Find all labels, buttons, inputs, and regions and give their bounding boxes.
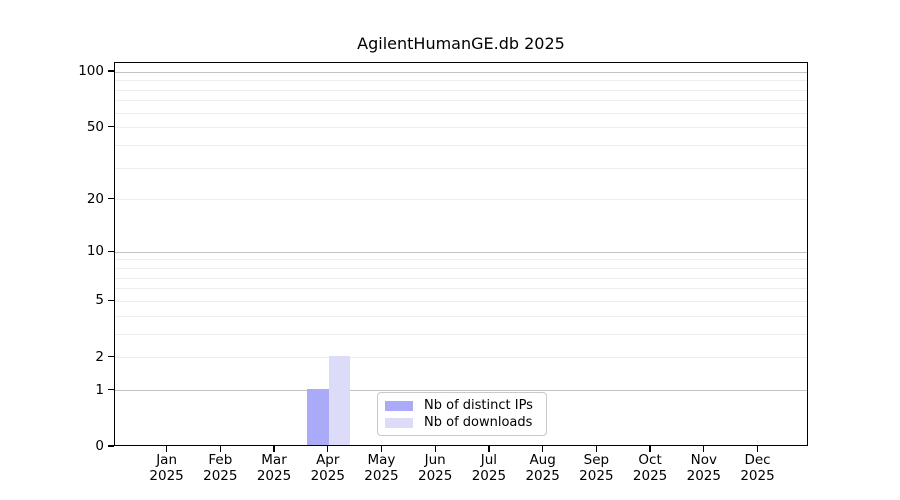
minor-gridline <box>115 127 807 129</box>
y-tick-label: 10 <box>86 243 104 260</box>
minor-gridline <box>115 89 807 91</box>
minor-gridline <box>115 357 807 359</box>
x-tick-month: Oct <box>638 452 662 468</box>
x-tick-year: 2025 <box>686 467 721 484</box>
x-tick-year: 2025 <box>418 467 453 484</box>
x-tick-label: Dec 2025 <box>726 452 790 484</box>
minor-gridline <box>115 315 807 317</box>
minor-gridline <box>115 167 807 169</box>
minor-gridline <box>115 333 807 335</box>
major-gridline <box>115 390 807 392</box>
minor-gridline <box>115 259 807 261</box>
y-tick-mark <box>108 70 114 72</box>
x-tick-label: Feb 2025 <box>188 452 252 484</box>
x-tick-year: 2025 <box>525 467 560 484</box>
chart-title: AgilentHumanGE.db 2025 <box>357 34 565 53</box>
x-tick-label: Jun 2025 <box>403 452 467 484</box>
x-tick-month: Nov <box>690 452 717 468</box>
x-tick-year: 2025 <box>149 467 184 484</box>
y-tick-label: 5 <box>95 292 104 309</box>
minor-gridline <box>115 268 807 270</box>
x-tick-mark <box>595 446 597 452</box>
x-tick-mark <box>380 446 383 452</box>
x-tick-year: 2025 <box>256 467 292 484</box>
x-tick-label: Apr 2025 <box>296 452 360 484</box>
x-tick-label: Oct 2025 <box>618 452 682 484</box>
minor-gridline <box>115 144 807 146</box>
x-tick-month: Dec <box>744 452 771 468</box>
y-tick-mark <box>108 356 114 358</box>
y-tick-mark <box>108 125 114 128</box>
x-tick-label: Jul 2025 <box>457 452 521 484</box>
y-tick-label: 1 <box>95 381 104 398</box>
x-tick-month: Aug <box>529 452 556 468</box>
x-tick-month: Sep <box>583 452 610 468</box>
grid-layer <box>115 63 807 445</box>
x-tick-label: Nov 2025 <box>672 452 736 484</box>
x-tick-year: 2025 <box>364 467 399 484</box>
x-tick-year: 2025 <box>740 467 775 484</box>
x-tick-mark <box>756 446 759 452</box>
x-tick-mark <box>165 446 168 452</box>
x-tick-mark <box>649 446 651 452</box>
x-tick-year: 2025 <box>310 467 345 484</box>
x-tick-label: Mar 2025 <box>242 452 306 484</box>
x-tick-label: Aug 2025 <box>511 452 575 484</box>
y-tick-label: 100 <box>78 63 104 80</box>
x-tick-mark <box>488 446 490 452</box>
bar-downloads <box>328 355 351 445</box>
minor-gridline <box>115 288 807 290</box>
x-tick-year: 2025 <box>579 467 614 484</box>
x-tick-mark <box>703 446 705 452</box>
x-tick-mark <box>219 446 221 452</box>
legend-item-downloads: Nb of downloads <box>378 414 546 431</box>
y-tick-mark <box>108 445 114 447</box>
x-tick-mark <box>273 446 275 452</box>
bar-distinct-ips <box>307 388 329 445</box>
minor-gridline <box>115 199 807 201</box>
legend-swatch-downloads-icon <box>385 417 413 428</box>
x-tick-label: Sep 2025 <box>564 452 628 484</box>
x-tick-month: Jul <box>480 452 498 468</box>
y-tick-mark <box>108 299 114 302</box>
x-tick-label: Jan 2025 <box>135 452 199 484</box>
y-tick-label: 20 <box>86 190 104 207</box>
major-gridline <box>115 71 807 73</box>
y-tick-mark <box>108 198 114 200</box>
minor-gridline <box>115 80 807 82</box>
minor-gridline <box>115 100 807 102</box>
plot-area <box>114 62 808 446</box>
x-tick-mark <box>327 446 329 452</box>
x-tick-mark <box>541 446 544 452</box>
legend-label-distinct-ips: Nb of distinct IPs <box>424 398 533 413</box>
minor-gridline <box>115 300 807 302</box>
x-tick-year: 2025 <box>471 467 507 484</box>
y-tick-mark <box>108 389 114 391</box>
minor-gridline <box>115 277 807 279</box>
major-gridline <box>115 251 807 253</box>
legend-swatch-distinct-ips-icon <box>385 400 413 411</box>
y-tick-label: 50 <box>86 118 104 135</box>
x-tick-month: Jun <box>424 452 446 468</box>
x-tick-month: May <box>367 452 396 468</box>
x-tick-year: 2025 <box>632 467 668 484</box>
bars-layer <box>115 63 807 445</box>
x-tick-month: Feb <box>208 452 233 468</box>
x-tick-month: Jan <box>156 452 177 468</box>
y-tick-mark <box>108 250 114 252</box>
y-tick-label: 2 <box>95 348 104 365</box>
legend: Nb of distinct IPs Nb of downloads <box>377 392 547 436</box>
x-tick-month: Apr <box>316 452 340 468</box>
x-tick-label: May 2025 <box>349 452 413 484</box>
minor-gridline <box>115 112 807 114</box>
y-tick-label: 0 <box>95 438 104 454</box>
x-tick-year: 2025 <box>203 467 238 484</box>
x-tick-month: Mar <box>261 452 287 468</box>
legend-label-downloads: Nb of downloads <box>424 415 533 430</box>
legend-item-distinct-ips: Nb of distinct IPs <box>378 397 546 414</box>
x-tick-mark <box>434 446 436 452</box>
